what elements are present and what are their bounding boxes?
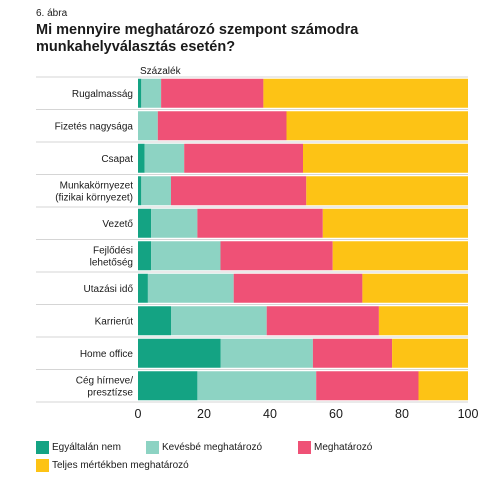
- legend-item-egyaltalan-nem: Egyáltalán nem: [36, 441, 121, 454]
- category-label: Fizetés nagysága: [55, 121, 134, 132]
- figure-number: 6. ábra: [36, 8, 68, 19]
- bar-teljes-mertekben-meghatarozo: [286, 111, 468, 141]
- legend-swatch: [36, 441, 49, 454]
- bar-teljes-mertekben-meghatarozo: [263, 78, 468, 108]
- bar-egyaltalan-nem: [138, 241, 152, 271]
- x-tick-label: 100: [458, 407, 479, 421]
- category-label: Fejlődési: [93, 245, 133, 256]
- category-label: Rugalmasság: [72, 89, 133, 100]
- category-label: presztízse: [87, 387, 133, 398]
- category-label: Karrierút: [95, 316, 134, 327]
- bar-egyaltalan-nem: [138, 306, 171, 336]
- bar-teljes-mertekben-meghatarozo: [332, 241, 468, 271]
- bar-egyaltalan-nem: [138, 176, 142, 206]
- category-label: (fizikai környezet): [55, 192, 133, 203]
- bar-egyaltalan-nem: [138, 143, 145, 173]
- bar-kevesbe-meghatarozo: [151, 208, 198, 238]
- bar-teljes-mertekben-meghatarozo: [362, 273, 468, 303]
- x-tick-label: 80: [395, 407, 409, 421]
- bar-kevesbe-meghatarozo: [220, 338, 313, 368]
- chart-title: Mi mennyire meghatározó szempont számodr…: [36, 22, 359, 55]
- bar-teljes-mertekben-meghatarozo: [306, 176, 468, 206]
- bar-meghatarozo: [266, 306, 379, 336]
- bar-kevesbe-meghatarozo: [147, 273, 234, 303]
- legend-label: Kevésbé meghatározó: [162, 442, 263, 453]
- bar-egyaltalan-nem: [138, 273, 148, 303]
- bar-meghatarozo: [316, 371, 419, 401]
- bar-egyaltalan-nem: [138, 371, 198, 401]
- bar-kevesbe-meghatarozo: [197, 371, 317, 401]
- bar-meghatarozo: [161, 78, 264, 108]
- category-label: Vezető: [102, 219, 133, 230]
- x-tick-label: 60: [329, 407, 343, 421]
- bar-teljes-mertekben-meghatarozo: [418, 371, 468, 401]
- legend-label: Egyáltalán nem: [52, 442, 121, 453]
- bar-teljes-mertekben-meghatarozo: [322, 208, 468, 238]
- bar-meghatarozo: [220, 241, 333, 271]
- legend-swatch: [146, 441, 159, 454]
- legend-item-meghatarozo: Meghatározó: [298, 441, 372, 454]
- bar-kevesbe-meghatarozo: [141, 78, 162, 108]
- bar-meghatarozo: [171, 176, 307, 206]
- bar-teljes-mertekben-meghatarozo: [378, 306, 468, 336]
- bar-meghatarozo: [197, 208, 323, 238]
- category-label: Home office: [80, 349, 134, 360]
- legend-item-teljes-mertekben-meghatarozo: Teljes mértékben meghatározó: [36, 459, 189, 472]
- stacked-bar-chart: Rugalmasság Fizetés nagysága Csapat Munkakö…: [36, 76, 479, 421]
- bar-egyaltalan-nem: [138, 338, 221, 368]
- category-label: lehetőség: [90, 257, 133, 268]
- legend-item-kevesbe-meghatarozo: Kevésbé meghatározó: [146, 441, 262, 454]
- category-label: Csapat: [101, 154, 133, 165]
- bar-meghatarozo: [184, 143, 303, 173]
- bar-egyaltalan-nem: [138, 208, 152, 238]
- x-tick-label: 0: [135, 407, 142, 421]
- bar-kevesbe-meghatarozo: [144, 143, 185, 173]
- bar-kevesbe-meghatarozo: [151, 241, 221, 271]
- x-tick-label: 20: [197, 407, 211, 421]
- category-label: Munkakörnyezet: [60, 180, 134, 191]
- bar-kevesbe-meghatarozo: [171, 306, 267, 336]
- legend-swatch: [36, 459, 49, 472]
- bar-meghatarozo: [233, 273, 363, 303]
- legend-swatch: [298, 441, 311, 454]
- axis-unit-label: Százalék: [140, 66, 181, 77]
- bar-meghatarozo: [157, 111, 287, 141]
- category-label: Cég hírneve/: [76, 375, 133, 386]
- bar-teljes-mertekben-meghatarozo: [303, 143, 468, 173]
- bar-kevesbe-meghatarozo: [138, 111, 158, 141]
- bar-egyaltalan-nem: [138, 78, 142, 108]
- bar-meghatarozo: [312, 338, 393, 368]
- category-label: Utazási idő: [84, 284, 134, 295]
- bar-teljes-mertekben-meghatarozo: [392, 338, 468, 368]
- legend-label: Teljes mértékben meghatározó: [52, 460, 189, 471]
- bar-kevesbe-meghatarozo: [141, 176, 171, 206]
- x-tick-label: 40: [263, 407, 277, 421]
- legend-label: Meghatározó: [314, 442, 373, 453]
